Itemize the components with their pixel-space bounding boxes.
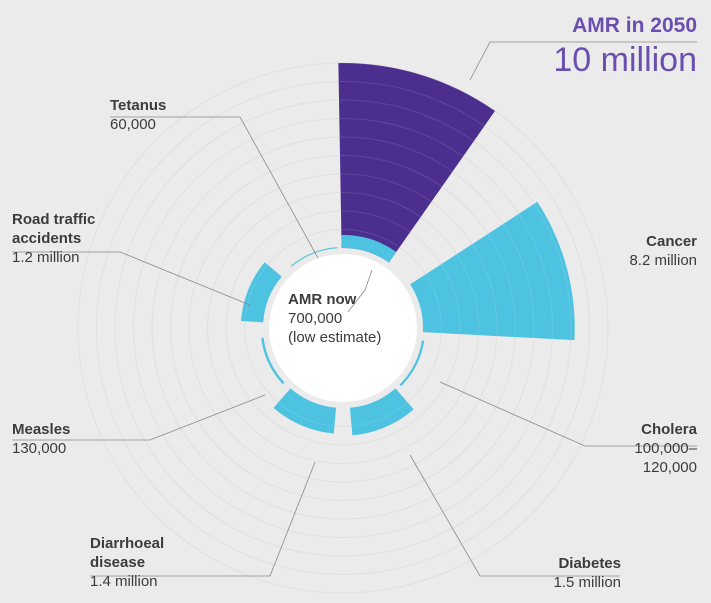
bar <box>273 388 337 434</box>
inner-value: 700,000 <box>288 310 343 327</box>
ring-overlay <box>188 173 498 483</box>
value-label: 10 million <box>553 41 697 79</box>
leader-line <box>347 269 373 313</box>
bar <box>241 262 282 323</box>
category-name: Cholera <box>641 421 697 438</box>
category-name: Road traffic accidents <box>12 211 96 247</box>
category-label: Diabetes 1.5 million <box>553 554 621 592</box>
category-name: Tetanus <box>110 97 167 114</box>
category-label: Road traffic accidents 1.2 million <box>12 210 122 267</box>
ring-overlay <box>170 155 516 501</box>
ring-overlay <box>77 62 609 594</box>
category-label: Measles 130,000 <box>12 420 70 458</box>
bar <box>399 340 425 387</box>
ring-overlay <box>151 136 535 520</box>
value-label: 60,000 <box>110 116 156 133</box>
category-label: Cancer 8.2 million <box>629 232 697 270</box>
inner-name: AMR now <box>288 291 357 308</box>
leader-line <box>12 394 266 441</box>
ring-overlay <box>114 99 572 557</box>
leader-line <box>409 454 620 577</box>
bar <box>410 201 575 341</box>
bar <box>261 337 285 385</box>
leader-line <box>12 251 251 306</box>
value-label: 1.5 million <box>553 574 621 591</box>
value-label: 1.4 million <box>90 573 158 590</box>
category-name: Cancer <box>646 233 697 250</box>
leader-line <box>469 41 697 81</box>
leader-line <box>439 381 697 447</box>
bar <box>338 63 495 263</box>
ring-overlay <box>96 81 590 575</box>
value-label: 1.2 million <box>12 249 80 266</box>
inner-label: AMR now 700,000 (low estimate) <box>288 290 381 347</box>
ring-overlay <box>133 118 553 538</box>
ring-overlay <box>244 229 442 427</box>
inner-note: (low estimate) <box>288 329 382 346</box>
category-name: Diabetes <box>558 555 621 572</box>
bar <box>349 388 414 436</box>
ring-overlay <box>225 210 461 446</box>
category-label: Cholera 100,000–120,000 <box>617 420 697 477</box>
leader-line <box>90 461 316 577</box>
inner-circle <box>269 254 417 402</box>
value-label: 130,000 <box>12 440 67 457</box>
category-label: AMR in 2050 10 million <box>553 12 697 80</box>
category-label: Tetanus 60,000 <box>110 96 166 134</box>
category-name: Diarrhoeal disease <box>90 535 165 571</box>
bar <box>341 235 397 263</box>
value-label: 100,000–120,000 <box>634 440 697 476</box>
category-label: Diarrhoeal disease 1.4 million <box>90 534 200 591</box>
ring-overlay <box>207 192 479 464</box>
leader-line <box>110 116 319 259</box>
category-name: AMR in 2050 <box>572 14 697 37</box>
value-label: 8.2 million <box>629 252 697 269</box>
category-name: Measles <box>12 421 71 438</box>
